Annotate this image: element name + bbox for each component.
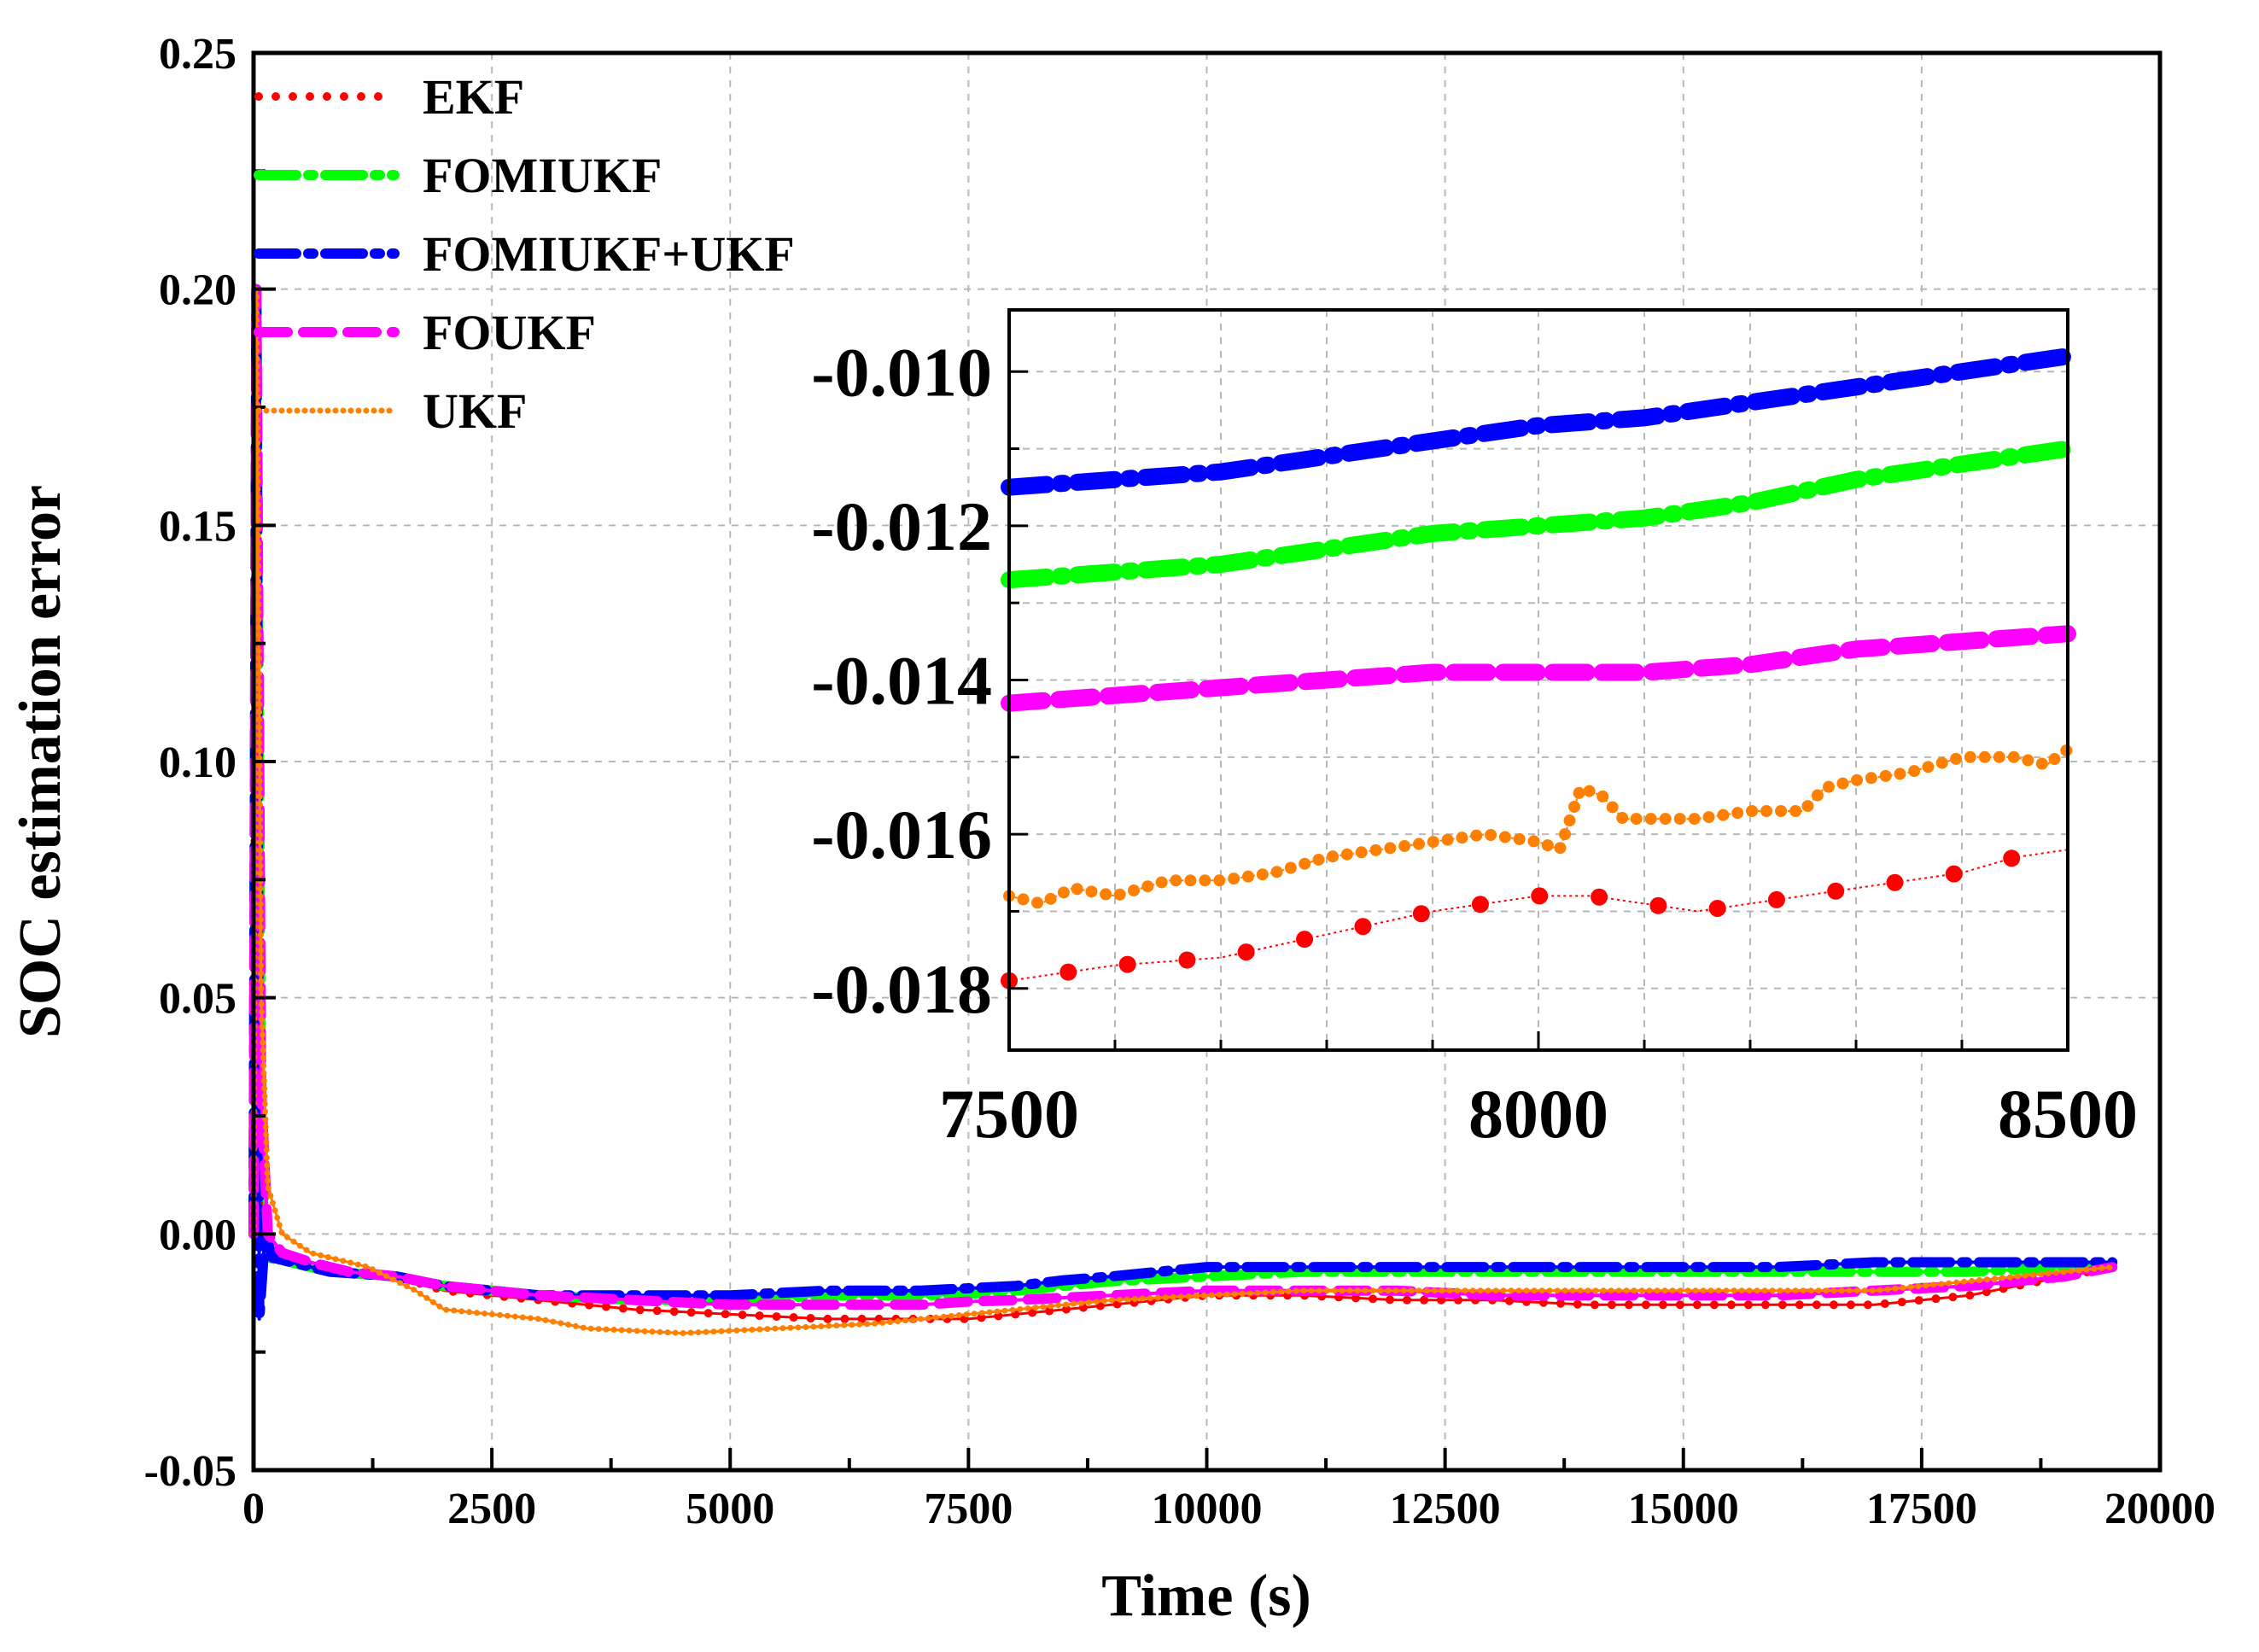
- x-tick-label: 7500: [924, 1485, 1013, 1533]
- x-tick-label: 2500: [447, 1485, 536, 1533]
- inset-y-tick-label: -0.010: [811, 333, 992, 411]
- inset-ticks: [1007, 370, 2069, 1050]
- y-tick-label: 0.10: [159, 738, 236, 787]
- inset-chart: 7500 8000 8500 -0.010-0.012-0.014-0.016-0.…: [811, 308, 2138, 1153]
- series-markers-ekf: [249, 284, 2117, 1323]
- series-markers-fomiukf-ukf: [248, 283, 2118, 1324]
- y-axis-title: SOC estimation error: [8, 485, 73, 1038]
- main-y-tick-labels: -0.05 0.00 0.05 0.10 0.15 0.20 0.25: [144, 30, 236, 1496]
- y-tick-label: 0.00: [159, 1211, 236, 1259]
- inset-y-tick-label: -0.016: [811, 796, 992, 873]
- legend-label-fomiukf-ukf: FOMIUKF+UKF: [423, 226, 795, 282]
- y-tick-label: 0.20: [159, 266, 236, 315]
- inset-series-line-ekf: [1008, 849, 2069, 982]
- y-tick-label: 0.15: [159, 502, 236, 551]
- y-tick-label: 0.05: [159, 975, 236, 1024]
- inset-series-markers-fomiukf: [1001, 440, 2076, 589]
- inset-y-tick-label: -0.018: [811, 950, 992, 1028]
- series-markers-foukf: [248, 283, 2118, 1311]
- inset-series-markers-ukf: [1003, 743, 2074, 910]
- main-series-group: [248, 283, 2118, 1336]
- x-tick-label: 15000: [1628, 1485, 1739, 1533]
- legend-label-fomiukf: FOMIUKF: [423, 148, 662, 203]
- x-tick-label: 5000: [686, 1485, 774, 1533]
- inset-series-markers-foukf: [1001, 625, 2076, 712]
- x-tick-label: 0: [242, 1485, 265, 1533]
- inset-x-tick-label: 7500: [939, 1075, 1079, 1153]
- legend-label-ukf: UKF: [423, 383, 527, 439]
- inset-y-tick-labels: -0.010 -0.012 -0.014 -0.016 -0.018: [811, 333, 992, 1028]
- legend-label-foukf: FOUKF: [423, 305, 596, 360]
- inset-x-tick-label: 8000: [1468, 1075, 1608, 1153]
- main-ticks: [252, 51, 2162, 1472]
- inset-series-markers-ekf: [1001, 841, 2076, 989]
- main-x-tick-labels: 0 2500 5000 7500 10000 12500 15000 17500 20000: [242, 1485, 2215, 1533]
- inset-series-group: [1001, 347, 2076, 989]
- inset-x-tick-label: 8500: [1998, 1075, 2138, 1153]
- series-markers-ukf: [250, 286, 2116, 1336]
- x-tick-label: 10000: [1152, 1485, 1263, 1533]
- inset-y-tick-label: -0.014: [811, 642, 992, 720]
- inset-series-markers-fomiukf-ukf: [1001, 347, 2076, 496]
- x-tick-label: 12500: [1390, 1485, 1501, 1533]
- legend: EKF FOMIUKF FOMIUKF+UKF FOUKF UKF: [254, 69, 795, 439]
- x-tick-label: 17500: [1866, 1485, 1977, 1533]
- x-axis-title: Time (s): [1101, 1563, 1311, 1629]
- inset-y-tick-label: -0.012: [811, 487, 992, 565]
- inset-x-tick-labels: 7500 8000 8500: [939, 1075, 2138, 1153]
- legend-label-ekf: EKF: [423, 69, 524, 125]
- y-tick-label: 0.25: [159, 30, 236, 79]
- x-tick-label: 20000: [2104, 1485, 2215, 1533]
- y-tick-label: -0.05: [144, 1447, 236, 1496]
